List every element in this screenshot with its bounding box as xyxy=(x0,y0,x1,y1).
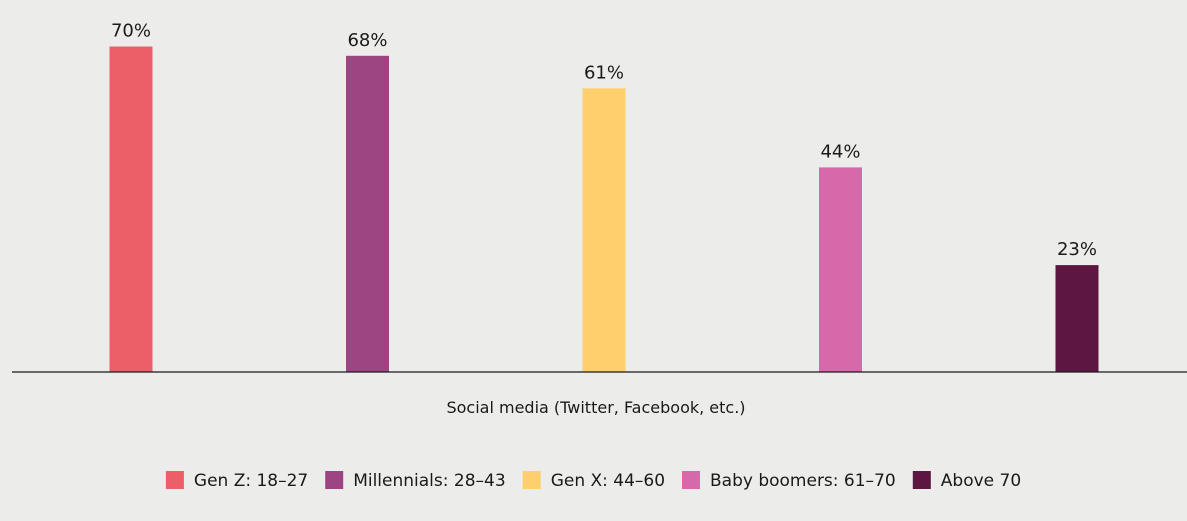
bar-value-label-1: 70% xyxy=(111,21,151,42)
bar-3 xyxy=(582,88,626,373)
legend-item-2: Millennials: 28–43 xyxy=(325,471,506,491)
bar-value-label-3: 61% xyxy=(584,62,624,83)
legend-label-1: Gen Z: 18–27 xyxy=(194,471,308,491)
legend-item-4: Baby boomers: 61–70 xyxy=(682,471,896,491)
legend-label-4: Baby boomers: 61–70 xyxy=(710,471,896,491)
bar-value-label-4: 44% xyxy=(820,141,860,162)
bar-2 xyxy=(346,55,389,373)
legend-swatch-4 xyxy=(682,471,700,489)
legend-item-3: Gen X: 44–60 xyxy=(522,471,665,491)
legend-label-5: Above 70 xyxy=(941,471,1021,491)
value-labels-layer: 70% 68% 61% 44% 23% xyxy=(111,21,1097,261)
legend-item-5: Above 70 xyxy=(912,471,1021,491)
bar-1 xyxy=(109,46,153,372)
legend-swatch-2 xyxy=(325,471,344,489)
legend-swatch-1 xyxy=(165,471,184,489)
legend: Gen Z: 18–27 Millennials: 28–43 Gen X: 44–… xyxy=(165,471,1021,491)
legend-label-3: Gen X: 44–60 xyxy=(551,471,665,491)
bar-value-label-5: 23% xyxy=(1057,239,1097,260)
x-axis-category-label: Social media (Twitter, Facebook, etc.) xyxy=(446,398,745,417)
bar-4 xyxy=(819,167,862,372)
legend-swatch-5 xyxy=(912,471,931,489)
legend-item-1: Gen Z: 18–27 xyxy=(165,471,308,491)
legend-label-2: Millennials: 28–43 xyxy=(353,471,505,491)
bars-layer xyxy=(109,46,1099,373)
legend-swatch-3 xyxy=(522,471,541,489)
bar-5 xyxy=(1055,265,1099,373)
bar-value-label-2: 68% xyxy=(347,30,387,51)
